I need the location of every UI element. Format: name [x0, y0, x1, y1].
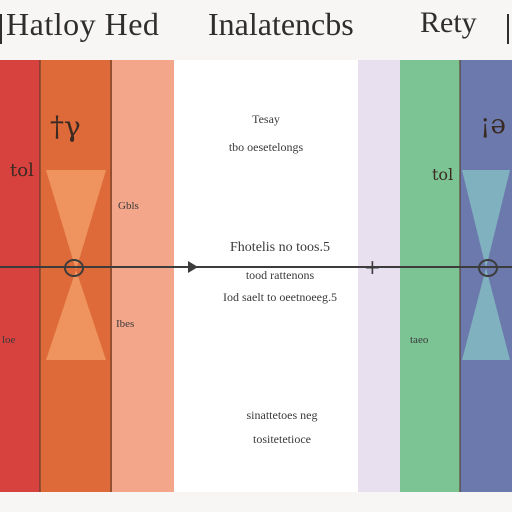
blue-hourglass-shape — [462, 170, 510, 360]
title-tick-right — [507, 14, 509, 44]
panel-green — [400, 60, 460, 492]
blue-glyph: ¡ə — [480, 110, 506, 140]
divider-1 — [39, 60, 41, 492]
divider-3 — [459, 60, 461, 492]
white-mid-line-2: tood rattenons — [245, 268, 315, 282]
panel-red — [0, 60, 40, 492]
orange-hourglass-shape — [46, 170, 106, 360]
panel-salmon — [112, 60, 174, 492]
salmon-lower-label: Ibes — [116, 318, 135, 330]
white-bottom-line-2: tositetetioce — [253, 432, 311, 446]
arrowhead-icon — [188, 261, 198, 273]
salmon-upper-label: Gbls — [118, 200, 139, 212]
white-mid-line-3: Iod saelt to oeetnoeeg.5 — [223, 290, 337, 304]
green-lower-label: taeo — [410, 334, 429, 346]
red-glyph: tol — [10, 160, 34, 181]
bottom-margin — [0, 492, 512, 512]
white-mid-line-1: Fhotelis no toos.5 — [230, 240, 330, 255]
orange-glyph: †γ — [50, 110, 81, 143]
knot-right-icon — [478, 259, 498, 277]
plus-marker-icon: + — [364, 255, 381, 279]
white-top-line-2: tbo oesetelongs — [228, 140, 304, 154]
green-glyph: tol — [432, 165, 454, 184]
title-right: Rety — [420, 6, 477, 39]
divider-2 — [110, 60, 112, 492]
title-left: Hatloy Hed — [6, 6, 160, 42]
white-bottom-line-1: sinattetoes neg — [246, 408, 318, 422]
title-center: Inalatencbs — [208, 6, 354, 42]
horizontal-axis-line — [0, 266, 512, 268]
red-lower-label: loe — [2, 334, 16, 346]
panel-lavender — [358, 60, 400, 492]
title-tick-left — [0, 14, 2, 44]
knot-left-icon — [64, 259, 84, 277]
panel-white — [174, 60, 358, 492]
white-top-line-1: Tesay — [252, 112, 280, 126]
